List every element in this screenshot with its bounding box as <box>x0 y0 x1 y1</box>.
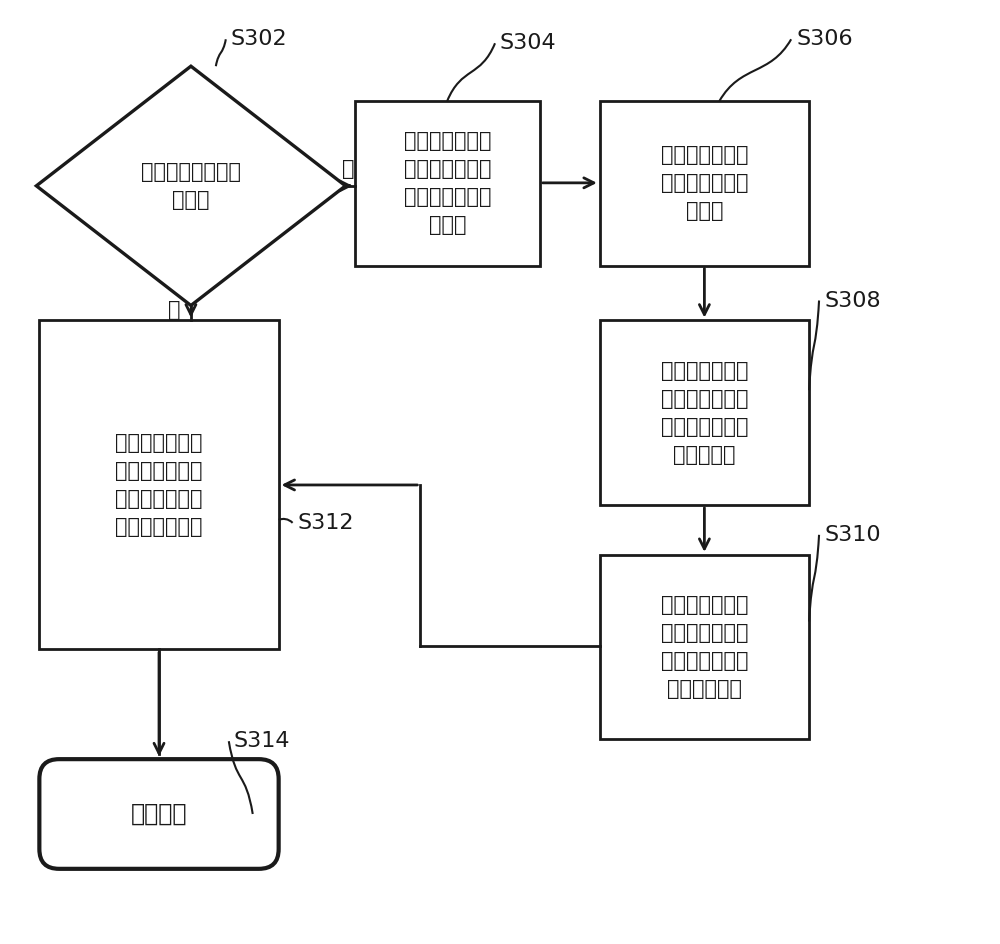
Text: S306: S306 <box>796 29 853 49</box>
Text: 扫描结束: 扫描结束 <box>131 802 187 826</box>
Text: 否: 否 <box>168 300 181 320</box>
Polygon shape <box>36 66 345 306</box>
Text: 根据预设的扫描
路径扫描齿科模
型，生成第一网
格模型: 根据预设的扫描 路径扫描齿科模 型，生成第一网 格模型 <box>404 131 491 235</box>
Text: S310: S310 <box>824 525 881 545</box>
Text: 检测是否开启全自
动扫描: 检测是否开启全自 动扫描 <box>141 161 241 210</box>
Text: S304: S304 <box>500 33 557 53</box>
FancyBboxPatch shape <box>600 320 809 505</box>
FancyBboxPatch shape <box>39 759 279 868</box>
Text: S312: S312 <box>298 513 354 532</box>
Text: S302: S302 <box>231 29 287 49</box>
Text: S314: S314 <box>234 732 290 751</box>
FancyBboxPatch shape <box>600 555 809 739</box>
Text: 是: 是 <box>342 159 355 178</box>
Text: 根据所述补充扫
描数据和所述第
一网格模型，生
成牙颌网格模型: 根据所述补充扫 描数据和所述第 一网格模型，生 成牙颌网格模型 <box>115 433 203 537</box>
FancyBboxPatch shape <box>600 101 809 265</box>
Text: 根据所述牙洞数
据补充扫描所述
齿科模型，获得
补充扫描数据: 根据所述牙洞数 据补充扫描所述 齿科模型，获得 补充扫描数据 <box>661 595 748 699</box>
Text: 识别所述第一网
格模型，获得齿
科数据: 识别所述第一网 格模型，获得齿 科数据 <box>661 145 748 221</box>
Text: 将所述齿科数据
按预设的找洞算
法查找牙洞，获
得牙洞数据: 将所述齿科数据 按预设的找洞算 法查找牙洞，获 得牙洞数据 <box>661 361 748 464</box>
FancyBboxPatch shape <box>355 101 540 265</box>
FancyBboxPatch shape <box>39 320 279 649</box>
Text: S308: S308 <box>824 291 881 311</box>
